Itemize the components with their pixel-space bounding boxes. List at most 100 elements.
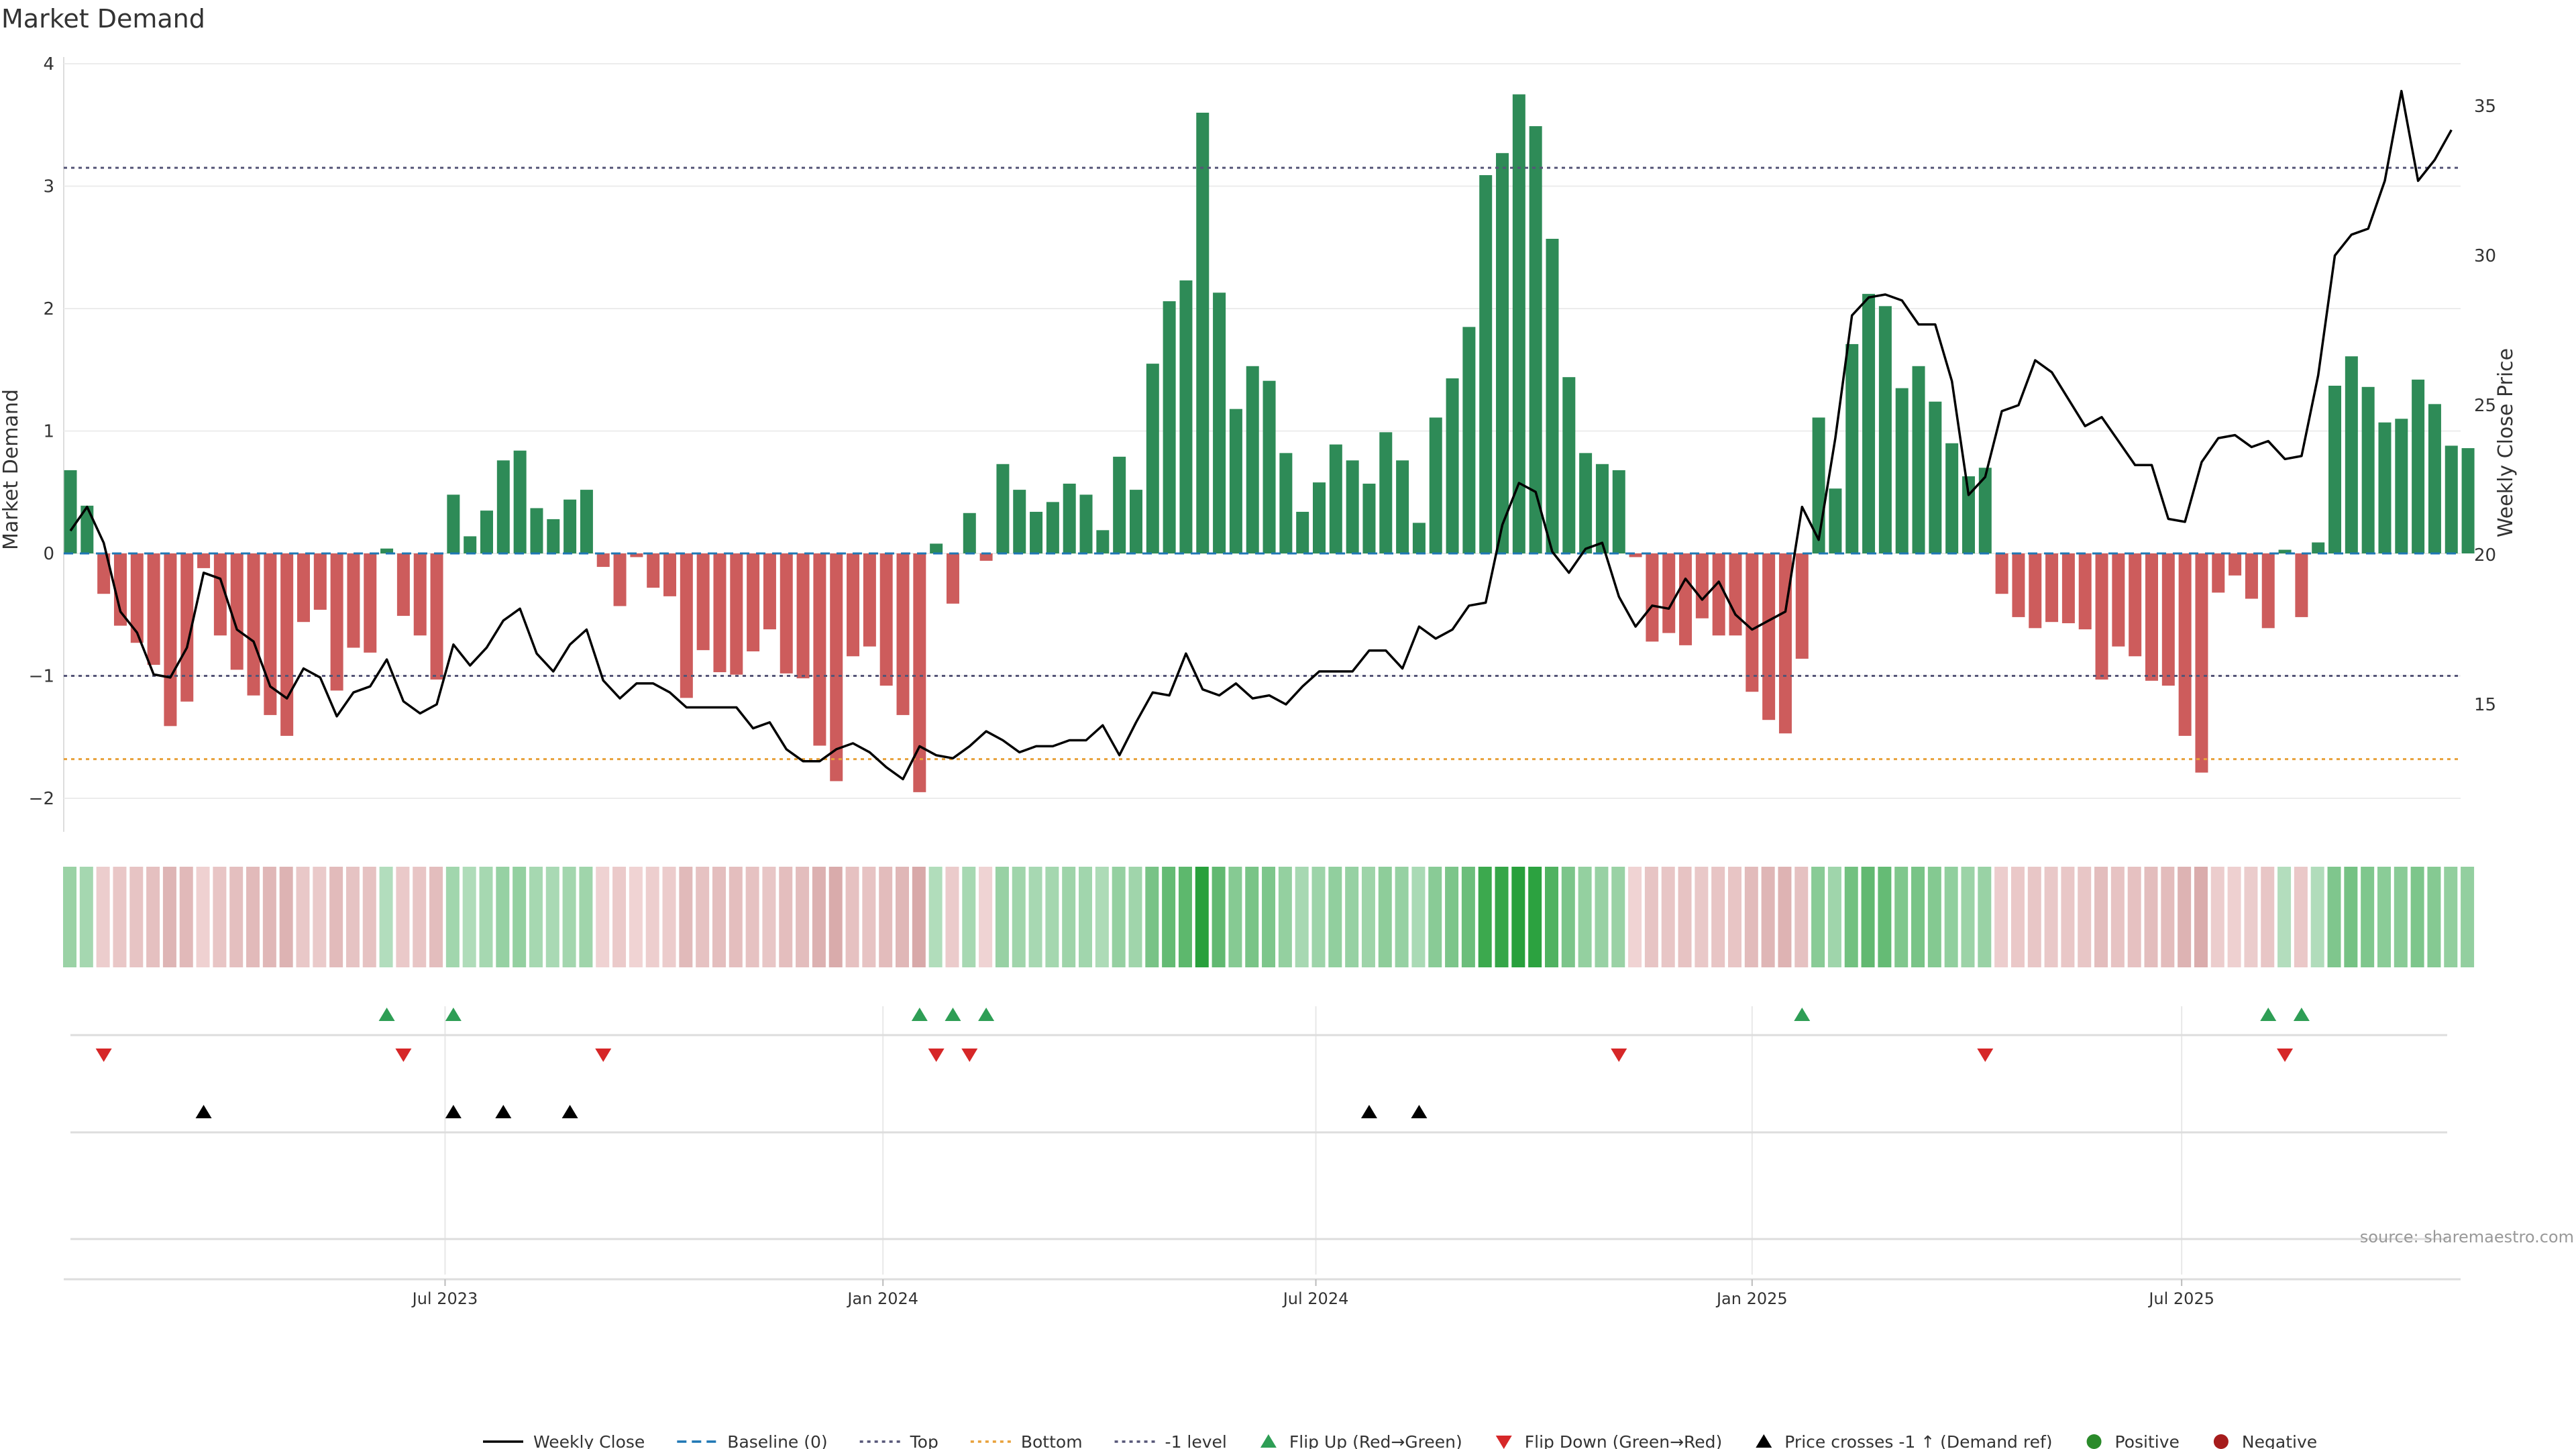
sentiment-cell (612, 867, 627, 967)
demand-bar (1646, 553, 1659, 642)
y2-tick-label: 35 (2474, 97, 2496, 117)
x-tick-label: Jul 2023 (411, 1289, 478, 1308)
sentiment-cell (712, 867, 726, 967)
legend-label: Positive (2115, 1432, 2180, 1449)
demand-bar (1862, 294, 1876, 553)
sentiment-cell (1461, 867, 1475, 967)
sentiment-cell (2110, 867, 2125, 967)
demand-bar (2112, 553, 2125, 647)
demand-bar (330, 553, 343, 691)
sentiment-cell (2294, 867, 2308, 967)
sentiment-cell (1295, 867, 1309, 967)
sentiment-cell (1028, 867, 1042, 967)
demand-bar (1446, 378, 1459, 553)
demand-bar (1196, 113, 1210, 553)
sentiment-cell (1095, 867, 1109, 967)
demand-bar (2261, 553, 2275, 629)
demand-bar (1895, 388, 1909, 553)
demand-bar (64, 470, 77, 553)
sentiment-cell (2444, 867, 2458, 967)
y-axis-label: Market Demand (0, 389, 23, 550)
price-cross-marker (445, 1105, 462, 1118)
sentiment-cell (745, 867, 759, 967)
demand-bar (1079, 494, 1093, 553)
flip-down-marker (95, 1049, 112, 1062)
y-tick-label: 4 (43, 54, 54, 74)
legend-label: Price crosses -1 ↑ (Demand ref) (1784, 1432, 2052, 1449)
demand-bar (313, 553, 327, 610)
demand-bar (730, 553, 743, 675)
sentiment-cell (1827, 867, 1841, 967)
sentiment-cell (1478, 867, 1492, 967)
demand-bar (2129, 553, 2142, 657)
demand-bar (946, 553, 959, 604)
demand-bar (2212, 553, 2225, 593)
sentiment-cell (896, 867, 909, 967)
demand-bar (564, 499, 577, 553)
x-tick-label: Jan 2024 (846, 1289, 918, 1308)
sentiment-cell (413, 867, 427, 967)
demand-bar (364, 553, 377, 653)
sentiment-cell (1811, 867, 1825, 967)
sentiment-cell (1578, 867, 1592, 967)
flip-down-marker (1611, 1049, 1627, 1062)
flip-up-marker (911, 1008, 928, 1021)
sentiment-cell (1328, 867, 1342, 967)
demand-bar (1030, 511, 1043, 553)
sentiment-cell (2227, 867, 2241, 967)
sentiment-cell (2178, 867, 2192, 967)
demand-bar (2278, 549, 2292, 553)
demand-bar (896, 553, 910, 715)
sentiment-cell (2277, 867, 2292, 967)
legend-label: Flip Up (Red→Green) (1289, 1432, 1462, 1449)
legend-swatch (1495, 1436, 1512, 1449)
sentiment-cell (1628, 867, 1642, 967)
demand-bar (1096, 530, 1110, 553)
sentiment-cell (545, 867, 559, 967)
demand-bar (913, 553, 926, 792)
demand-bar (147, 553, 160, 665)
legend-label: Flip Down (Green→Red) (1525, 1432, 1723, 1449)
legend-swatch (2213, 1434, 2229, 1449)
demand-bar (596, 553, 610, 568)
demand-bar (863, 553, 876, 647)
demand-bar (197, 553, 211, 568)
sentiment-cell (1528, 867, 1542, 967)
sentiment-cell (2410, 867, 2424, 967)
demand-bar (847, 553, 860, 657)
demand-bar (1746, 553, 1759, 692)
sentiment-cell (1128, 867, 1142, 967)
demand-bar (547, 519, 560, 553)
sentiment-cell (1711, 867, 1725, 967)
sentiment-cell (1978, 867, 1992, 967)
demand-bar (180, 553, 194, 702)
flip-down-marker (395, 1049, 412, 1062)
sentiment-cell (279, 867, 293, 967)
sentiment-cell (562, 867, 576, 967)
demand-bar (1662, 553, 1676, 633)
sentiment-cell (912, 867, 926, 967)
demand-bar (2395, 419, 2408, 553)
demand-bar (430, 553, 443, 680)
demand-bar (2312, 542, 2325, 553)
flip-up-marker (1794, 1008, 1811, 1021)
demand-bar (1063, 483, 1076, 553)
y-tick-label: 3 (43, 177, 54, 197)
flip-down-marker (2277, 1049, 2294, 1062)
legend-label: Baseline (0) (727, 1432, 827, 1449)
demand-bar (796, 553, 810, 679)
demand-bar (1146, 364, 1159, 553)
sentiment-cell (513, 867, 527, 967)
demand-bar (2012, 553, 2025, 617)
sentiment-cell (1212, 867, 1226, 967)
demand-bar (696, 553, 710, 651)
sentiment-cell (729, 867, 743, 967)
demand-bar (413, 553, 427, 636)
y-tick-label: −2 (29, 789, 54, 809)
sentiment-cell (645, 867, 659, 967)
demand-bar (1362, 483, 1376, 553)
sentiment-cell (1794, 867, 1809, 967)
sentiment-cell (862, 867, 876, 967)
demand-bar (247, 553, 260, 696)
legend-label: Bottom (1021, 1432, 1083, 1449)
